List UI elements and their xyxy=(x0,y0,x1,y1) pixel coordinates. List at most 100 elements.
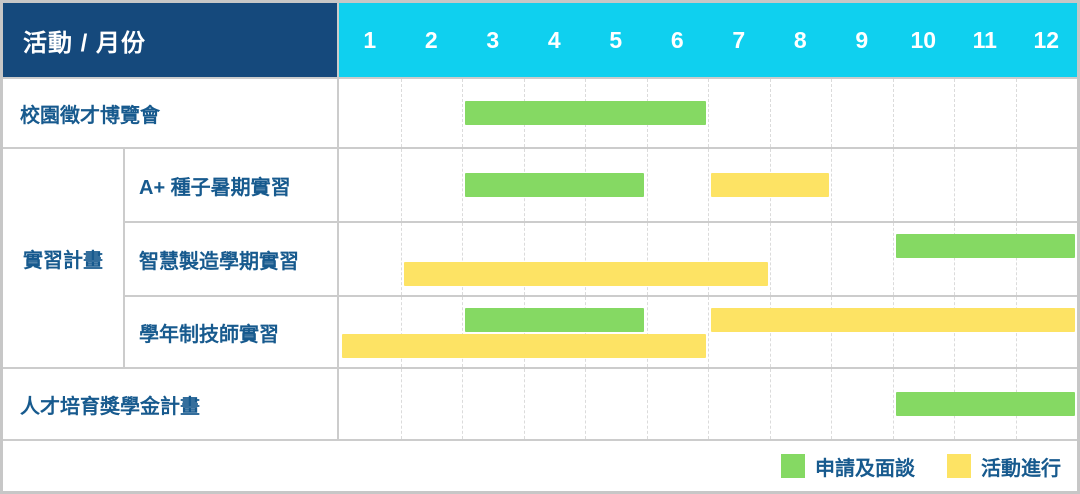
gantt-bar-ongoing xyxy=(342,334,706,358)
row-label-text: 校園徵才博覽會 xyxy=(20,104,160,127)
month-gridline xyxy=(400,149,402,221)
month-gridline xyxy=(1015,297,1017,367)
header-divider xyxy=(337,3,339,77)
month-gridline xyxy=(892,79,894,147)
gantt-bar-apply xyxy=(895,234,1075,258)
month-gridline xyxy=(954,223,955,295)
table-row: A+ 種子暑期實習 xyxy=(125,149,1077,221)
month-gridline xyxy=(892,149,894,221)
month-gridline xyxy=(523,223,525,295)
row-divider xyxy=(3,439,1077,441)
timeline-cell-academic-year-technician-internship xyxy=(339,297,1077,367)
row-label-academic-year-technician-internship: 學年制技師實習 xyxy=(125,297,337,367)
row-label-text: 學年制技師實習 xyxy=(139,323,279,346)
month-tick-8: 8 xyxy=(793,26,807,53)
month-gridline xyxy=(646,149,648,221)
month-gridline xyxy=(523,369,525,439)
month-tick-2: 2 xyxy=(424,26,438,53)
month-gridline xyxy=(462,149,463,221)
month-tick-5: 5 xyxy=(609,26,623,53)
month-gridline xyxy=(769,297,771,367)
row-label-campus-recruitment-fair: 校園徵才博覽會 xyxy=(3,79,337,147)
month-gridline xyxy=(646,369,648,439)
month-gridline xyxy=(831,297,832,367)
group-label-text: 實習計畫 xyxy=(23,249,103,272)
month-gridline xyxy=(462,369,463,439)
month-gridline xyxy=(400,369,402,439)
month-gridline xyxy=(708,297,709,367)
gantt-bar-apply xyxy=(464,101,706,125)
column-divider xyxy=(337,223,339,295)
legend-item-apply: 申請及面談 xyxy=(781,452,915,481)
row-divider xyxy=(3,147,1077,149)
row-divider xyxy=(125,221,1077,223)
table-row: 智慧製造學期實習 xyxy=(125,223,1077,295)
table-row: 人才培育獎學金計畫 xyxy=(3,369,1077,439)
month-gridline xyxy=(523,297,525,367)
month-tick-10: 10 xyxy=(910,26,937,53)
row-label-talent-scholarship-program: 人才培育獎學金計畫 xyxy=(3,369,337,439)
month-gridline xyxy=(1015,223,1017,295)
header-corner-label: 活動 / 月份 xyxy=(23,29,147,57)
row-label-text: A+ 種子暑期實習 xyxy=(139,176,291,199)
row-label-text: 智慧製造學期實習 xyxy=(139,250,299,273)
month-gridline xyxy=(462,297,463,367)
month-gridline xyxy=(954,297,955,367)
gantt-bar-apply xyxy=(464,173,645,197)
column-divider xyxy=(123,149,125,367)
legend: 申請及面談 活動進行 xyxy=(3,441,1077,491)
chart-header: 活動 / 月份 1 2 3 4 5 6 7 8 9 10 11 12 xyxy=(3,3,1077,77)
month-gridline xyxy=(585,297,586,367)
row-divider xyxy=(3,77,1077,79)
month-gridline xyxy=(1015,79,1017,147)
month-gridline xyxy=(585,223,586,295)
row-label-text: 人才培育獎學金計畫 xyxy=(20,395,200,418)
legend-label-apply: 申請及面談 xyxy=(815,457,915,480)
month-gridline xyxy=(831,223,832,295)
month-gridline xyxy=(462,79,463,147)
month-gridline xyxy=(892,369,894,439)
month-gridline xyxy=(831,369,832,439)
table-row: 校園徵才博覽會 xyxy=(3,79,1077,147)
group-label-internship-program: 實習計畫 xyxy=(3,149,123,367)
gantt-bar-ongoing xyxy=(711,308,1075,332)
month-gridline xyxy=(954,79,955,147)
month-axis: 1 2 3 4 5 6 7 8 9 10 11 12 xyxy=(339,3,1077,77)
month-tick-3: 3 xyxy=(486,26,500,53)
month-gridline xyxy=(708,223,709,295)
column-divider xyxy=(337,369,339,439)
row-label-smart-manufacturing-semester-internship: 智慧製造學期實習 xyxy=(125,223,337,295)
column-divider xyxy=(337,149,339,221)
month-tick-11: 11 xyxy=(972,26,997,53)
month-tick-9: 9 xyxy=(855,26,869,53)
month-tick-1: 1 xyxy=(363,26,377,53)
month-gridline xyxy=(892,297,894,367)
month-gridline xyxy=(400,297,402,367)
month-gridline xyxy=(769,369,771,439)
timeline-cell-aplus-seed-summer-internship xyxy=(339,149,1077,221)
month-gridline xyxy=(646,223,648,295)
month-gridline xyxy=(954,149,955,221)
legend-swatch-ongoing-icon xyxy=(947,454,971,478)
month-gridline xyxy=(400,223,402,295)
month-gridline xyxy=(769,223,771,295)
month-gridline xyxy=(462,223,463,295)
month-gridline xyxy=(831,79,832,147)
month-gridline xyxy=(708,149,709,221)
month-gridline xyxy=(831,149,832,221)
header-corner-cell: 活動 / 月份 xyxy=(3,3,337,77)
month-tick-12: 12 xyxy=(1033,26,1060,53)
month-gridline xyxy=(769,79,771,147)
row-divider xyxy=(125,295,1077,297)
month-tick-7: 7 xyxy=(732,26,746,53)
timeline-cell-smart-manufacturing-semester-internship xyxy=(339,223,1077,295)
row-divider xyxy=(3,367,1077,369)
legend-item-ongoing: 活動進行 xyxy=(947,452,1061,481)
gantt-bar-apply xyxy=(464,308,645,332)
month-gridline xyxy=(646,297,648,367)
month-gridline xyxy=(892,223,894,295)
month-tick-6: 6 xyxy=(670,26,684,53)
table-row: 學年制技師實習 xyxy=(125,297,1077,367)
group-internship-program: 實習計畫 A+ 種子暑期實習 智慧製造學期實習 xyxy=(3,149,1077,367)
